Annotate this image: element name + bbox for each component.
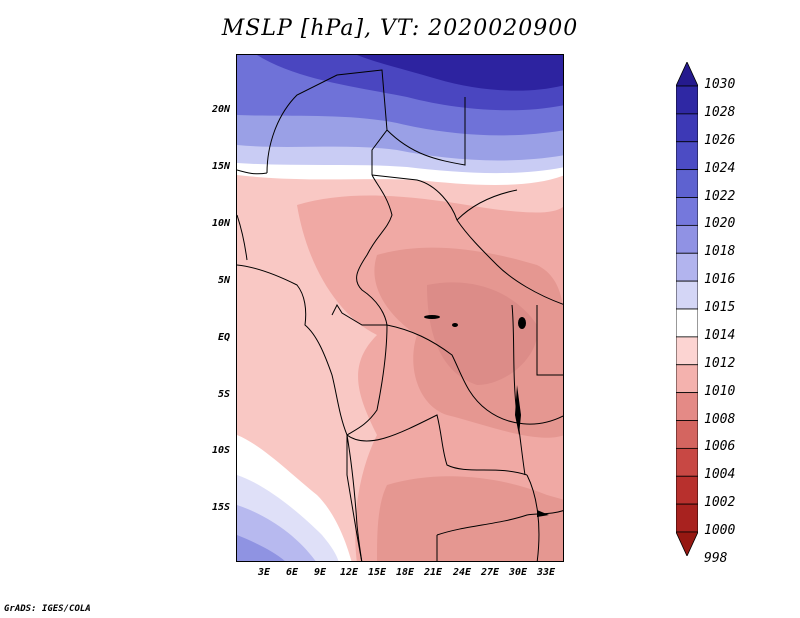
lat-label: 20N bbox=[211, 104, 230, 115]
colorbar-top-arrow bbox=[675, 61, 699, 87]
colorbar-segment bbox=[675, 197, 699, 226]
lat-label: 5N bbox=[217, 275, 230, 286]
colorbar-segment bbox=[675, 113, 699, 143]
lon-label: 3E bbox=[257, 567, 271, 578]
colorbar-bottom-arrow bbox=[675, 531, 699, 557]
colorbar-segment bbox=[675, 364, 699, 394]
lat-label: 10N bbox=[211, 218, 230, 229]
lon-label: 33E bbox=[536, 567, 556, 578]
colorbar-label: 1016 bbox=[704, 272, 736, 288]
colorbar-label: 1020 bbox=[704, 216, 736, 232]
country-borders bbox=[237, 69, 563, 561]
colorbar-label: 1028 bbox=[704, 104, 736, 120]
lon-label: 30E bbox=[508, 567, 528, 578]
colorbar-segment bbox=[675, 224, 699, 254]
colorbar-label: 1018 bbox=[704, 244, 736, 260]
colorbar-label: 1030 bbox=[704, 77, 736, 92]
colorbar-label: 1006 bbox=[704, 439, 736, 455]
colorbar-segment bbox=[675, 252, 699, 282]
colorbar-label: 1004 bbox=[704, 467, 736, 483]
colorbar-label: 1014 bbox=[704, 327, 736, 343]
lon-label: 9E bbox=[313, 567, 327, 578]
lat-label: 15S bbox=[211, 502, 230, 513]
lon-label: 12E bbox=[339, 567, 359, 578]
colorbar-segment bbox=[675, 308, 699, 338]
colorbar-segment bbox=[675, 336, 699, 366]
north-high-1026 bbox=[357, 55, 563, 91]
colorbar-segment bbox=[675, 447, 699, 477]
lon-label: 27E bbox=[480, 567, 500, 578]
lat-label: 10S bbox=[211, 445, 230, 456]
colorbar-label: 1008 bbox=[704, 411, 736, 427]
lon-label: 21E bbox=[423, 567, 443, 578]
lat-label: EQ bbox=[217, 332, 230, 343]
map-title: MSLP [hPa], VT: 2020020900 bbox=[221, 16, 579, 41]
colorbar-label: 1012 bbox=[704, 355, 736, 371]
colorbar-segment bbox=[675, 141, 699, 171]
lon-label: 15E bbox=[367, 567, 387, 578]
colorbar-label: 1010 bbox=[704, 383, 736, 399]
colorbar-label: 1002 bbox=[704, 495, 736, 511]
lon-label: 18E bbox=[395, 567, 415, 578]
credit-text: GrADS: IGES/COLA bbox=[4, 604, 91, 614]
colorbar-segment bbox=[675, 420, 699, 449]
colorbar-segment bbox=[675, 503, 699, 533]
colorbar bbox=[675, 61, 699, 557]
lon-label: 6E bbox=[285, 567, 299, 578]
pressure-field bbox=[237, 55, 563, 561]
lat-label: 5S bbox=[217, 389, 230, 400]
sw-high-1018 bbox=[237, 535, 285, 561]
low-pressure-south bbox=[377, 476, 563, 561]
lon-label: 24E bbox=[452, 567, 472, 578]
pressure-map bbox=[236, 54, 564, 562]
colorbar-segment bbox=[675, 280, 699, 310]
colorbar-segment bbox=[675, 85, 699, 115]
colorbar-segment bbox=[675, 169, 699, 198]
colorbar-segment bbox=[675, 392, 699, 421]
coastline bbox=[237, 214, 363, 561]
colorbar-label: 1000 bbox=[704, 523, 736, 538]
colorbar-label: 1015 bbox=[704, 300, 736, 315]
colorbar-segment bbox=[675, 475, 699, 505]
colorbar-label: 1022 bbox=[704, 188, 736, 204]
colorbar-label: 1024 bbox=[704, 160, 736, 176]
lakes bbox=[424, 315, 549, 517]
colorbar-graphic bbox=[675, 61, 699, 557]
colorbar-label: 998 bbox=[704, 550, 728, 566]
colorbar-label: 1026 bbox=[704, 132, 736, 148]
lat-label: 15N bbox=[211, 161, 230, 172]
